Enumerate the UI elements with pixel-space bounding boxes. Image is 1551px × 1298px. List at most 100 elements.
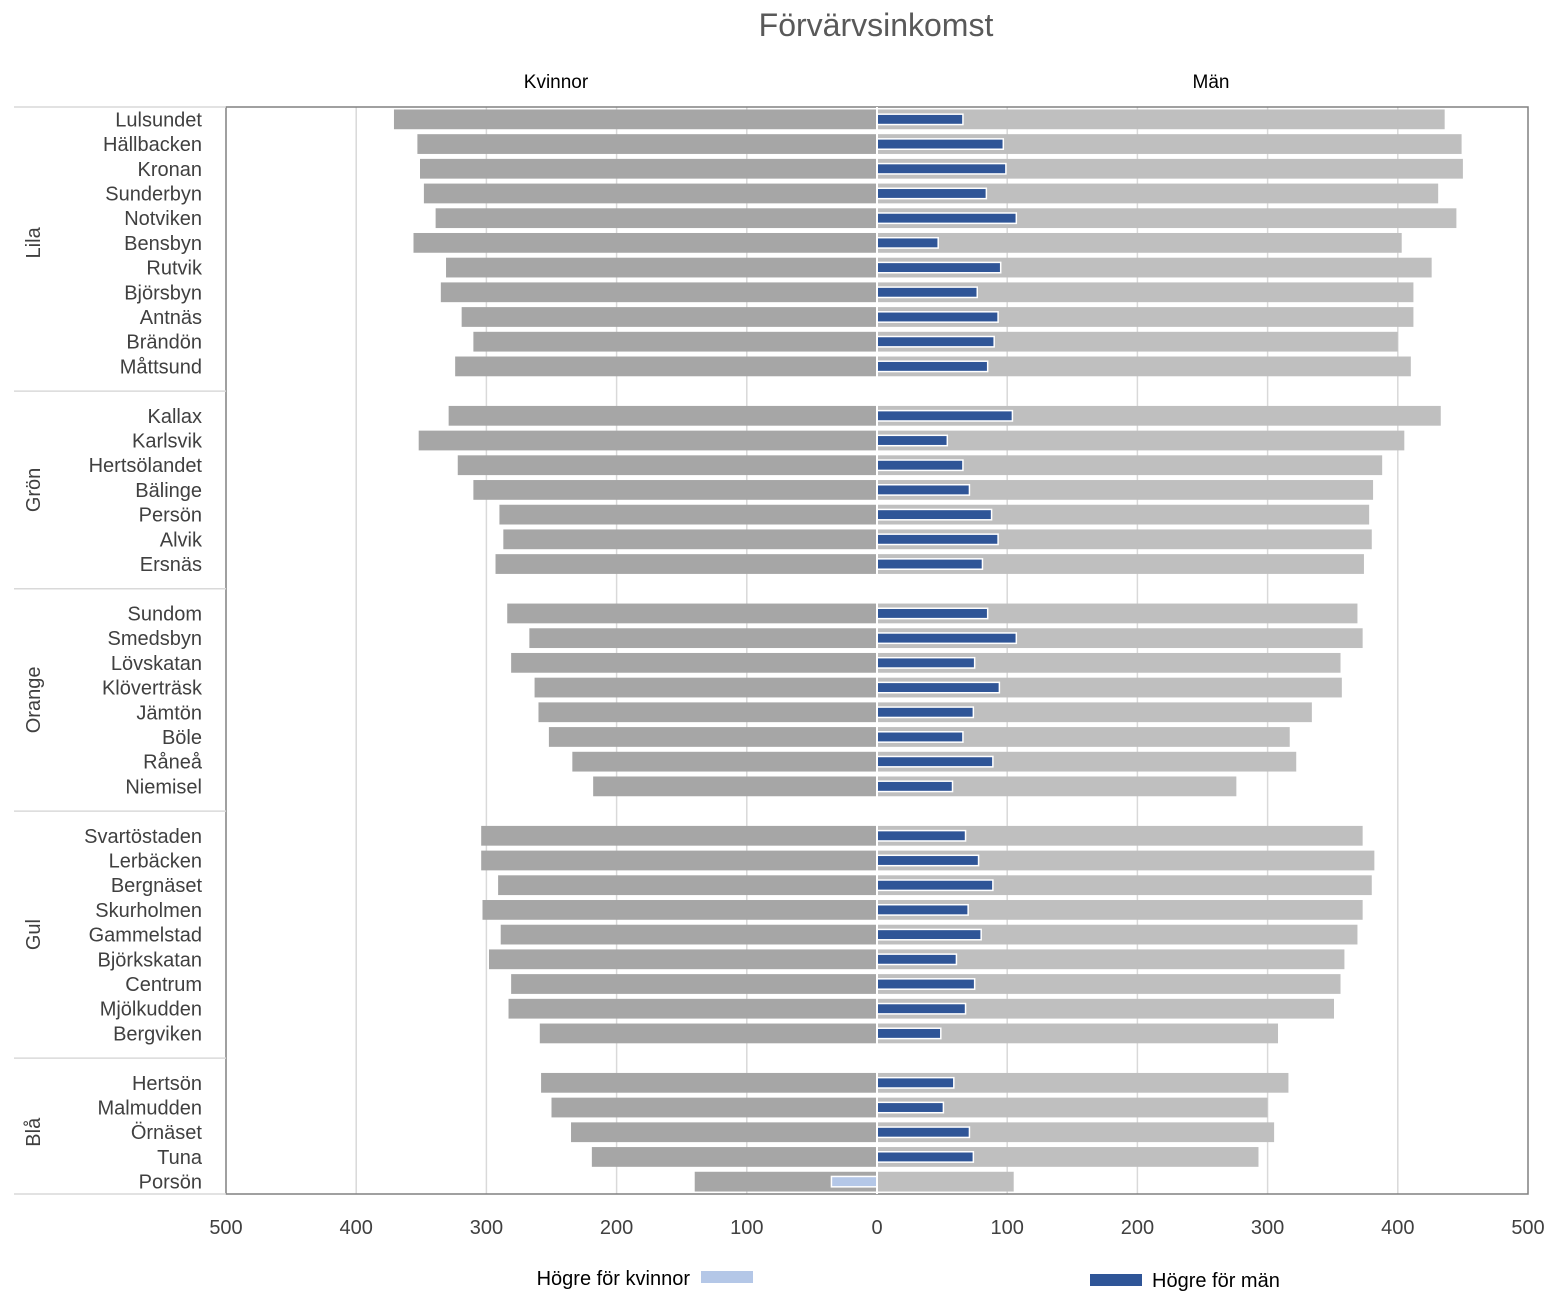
category-label: Porsön (139, 1172, 202, 1194)
category-label: Rutvik (146, 258, 203, 280)
category-label: Måttsund (120, 356, 202, 378)
group-label: Blå (23, 1117, 45, 1147)
category-label: Hertsön (132, 1073, 202, 1095)
bar-hogre-for-man (876, 607, 989, 620)
bar-kvinnor (511, 974, 877, 994)
bar-hogre-for-man (876, 409, 1014, 422)
bar-man (877, 455, 1383, 476)
category-label: Kallax (148, 406, 202, 428)
group-label: Orange (23, 667, 45, 734)
bar-kvinnor (572, 751, 877, 772)
category-label: Lerbäcken (109, 850, 202, 872)
bar-man (877, 109, 1445, 130)
bar-man (877, 875, 1372, 896)
bar-hogre-for-man (876, 162, 1007, 175)
bar-kvinnor (508, 998, 877, 1019)
category-label: Ersnäs (140, 554, 202, 576)
category-label: Råneå (143, 752, 203, 774)
x-tick-label: 300 (1251, 1217, 1284, 1239)
bar-man (877, 307, 1414, 327)
category-label: Lövskatan (111, 653, 202, 675)
bar-kvinnor (457, 455, 877, 476)
category-label: Tuna (157, 1147, 203, 1169)
category-label: Hertsölandet (89, 455, 203, 477)
bar-man (877, 183, 1439, 204)
bar-man (877, 924, 1358, 945)
bar-kvinnor (593, 776, 877, 797)
x-tick-label: 500 (209, 1217, 242, 1239)
bar-man (877, 331, 1398, 352)
bar-kvinnor (511, 652, 877, 673)
bar-kvinnor (482, 900, 877, 920)
category-label: Bensbyn (124, 233, 202, 255)
category-label: Klöverträsk (102, 678, 203, 700)
category-label: Sundom (128, 603, 203, 625)
bar-hogre-for-man (876, 632, 1018, 645)
bar-man (877, 257, 1432, 278)
bar-hogre-for-man (876, 483, 971, 496)
bar-kvinnor (418, 430, 877, 451)
bar-hogre-for-man (876, 731, 964, 743)
bar-kvinnor (473, 331, 877, 352)
category-label: Notviken (124, 208, 202, 230)
x-tick-label: 300 (470, 1217, 503, 1239)
bar-kvinnor (440, 282, 877, 303)
bar-hogre-for-man (876, 755, 994, 768)
category-label: Lulsundet (115, 109, 202, 131)
bar-kvinnor (461, 307, 877, 327)
bar-kvinnor (539, 1023, 877, 1044)
category-label: Bälinge (135, 480, 202, 502)
bar-kvinnor (529, 628, 877, 649)
bar-kvinnor (571, 1122, 877, 1143)
category-label: Jämtön (136, 702, 202, 724)
bar-hogre-for-man (876, 780, 954, 793)
category-label: Skurholmen (95, 900, 202, 922)
bar-hogre-for-man (876, 953, 958, 966)
category-label: Malmudden (97, 1098, 202, 1120)
bar-kvinnor (423, 183, 877, 204)
bar-man (877, 603, 1358, 624)
bar-hogre-for-man (876, 138, 1005, 150)
bar-man (877, 430, 1405, 451)
bar-hogre-for-man (876, 1101, 945, 1114)
category-label: Antnäs (140, 307, 202, 329)
bar-man (877, 652, 1341, 673)
category-label: Centrum (125, 974, 202, 996)
bar-kvinnor (473, 480, 877, 500)
bar-kvinnor (489, 949, 877, 970)
bar-hogre-for-man (876, 879, 994, 892)
bar-hogre-for-man (876, 928, 982, 941)
group-label: Gul (23, 919, 45, 950)
bar-kvinnor (419, 158, 877, 179)
bar-hogre-for-man (876, 113, 964, 126)
category-label: Björsbyn (124, 282, 202, 304)
category-label: Karlsvik (132, 431, 203, 453)
category-label: Gammelstad (89, 925, 202, 947)
bar-man (877, 702, 1312, 723)
category-label: Alvik (160, 529, 203, 551)
bar-kvinnor (413, 232, 877, 253)
bar-man (877, 554, 1364, 574)
bar-kvinnor (495, 554, 877, 574)
bar-man (877, 727, 1290, 747)
bar-kvinnor (507, 603, 877, 624)
bar-kvinnor (455, 356, 877, 377)
category-label: Brändön (126, 332, 202, 354)
bar-kvinnor (435, 208, 877, 229)
bar-kvinnor (538, 702, 877, 723)
bar-kvinnor (446, 257, 877, 278)
bar-hogre-for-kvinnor (830, 1175, 878, 1188)
bar-hogre-for-man (876, 508, 993, 521)
bar-hogre-for-man (876, 978, 976, 990)
x-tick-label: 500 (1511, 1217, 1544, 1239)
category-label: Persön (139, 505, 202, 527)
panel-label-left: Kvinnor (524, 72, 589, 93)
bar-hogre-for-man (876, 335, 995, 348)
x-tick-label: 400 (1381, 1217, 1414, 1239)
bar-man (877, 158, 1463, 179)
bar-kvinnor (591, 1147, 877, 1167)
bar-man (877, 900, 1363, 920)
x-tick-label: 200 (1121, 1217, 1154, 1239)
bar-kvinnor (417, 134, 877, 154)
